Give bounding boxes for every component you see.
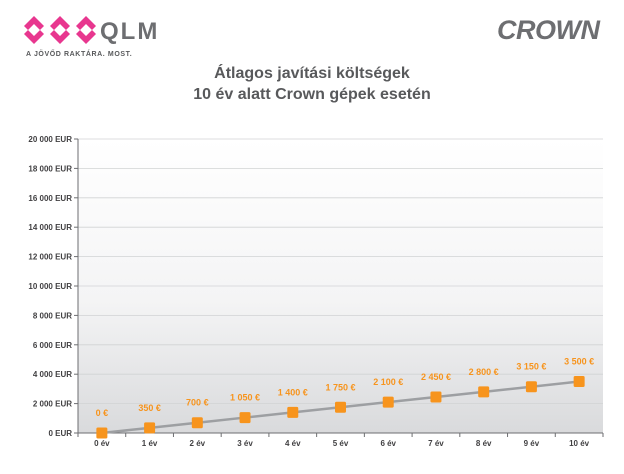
x-tick-label: 2 év xyxy=(190,439,206,448)
chart-title-line1: Átlagos javítási költségek xyxy=(214,65,410,82)
data-label: 2 450 € xyxy=(421,372,451,382)
x-tick-label: 3 év xyxy=(237,439,253,448)
x-tick-label: 10 év xyxy=(569,439,590,448)
y-tick-label: 20 000 EUR xyxy=(28,135,72,144)
data-point xyxy=(382,396,394,408)
data-point xyxy=(191,417,203,429)
x-tick-label: 7 év xyxy=(428,439,444,448)
crown-logo: CROWN xyxy=(497,15,600,45)
data-label: 2 100 € xyxy=(373,377,403,387)
y-tick-label: 12 000 EUR xyxy=(28,253,72,262)
y-tick-label: 14 000 EUR xyxy=(28,223,72,232)
data-label: 3 150 € xyxy=(516,362,546,372)
y-tick-label: 18 000 EUR xyxy=(28,164,72,173)
data-point xyxy=(144,422,156,434)
data-label: 0 € xyxy=(96,408,109,418)
chart-title: Átlagos javítási költségek 10 év alatt C… xyxy=(0,63,624,105)
data-point xyxy=(239,412,251,424)
qlm-tagline: A JÖVŐD RAKTÁRA. MOST. xyxy=(26,51,133,58)
y-tick-label: 10 000 EUR xyxy=(28,282,72,291)
y-tick-label: 16 000 EUR xyxy=(28,194,72,203)
qlm-logo-icon xyxy=(24,16,96,44)
y-tick-label: 4 000 EUR xyxy=(33,370,72,379)
y-tick-label: 2 000 EUR xyxy=(33,400,72,409)
data-label: 1 050 € xyxy=(230,393,260,403)
data-label: 700 € xyxy=(186,398,209,408)
x-tick-label: 8 év xyxy=(476,439,492,448)
y-tick-label: 8 000 EUR xyxy=(33,311,72,320)
x-tick-label: 1 év xyxy=(142,439,158,448)
data-point xyxy=(335,401,346,413)
x-tick-label: 6 év xyxy=(380,439,396,448)
qlm-logo-text: QLM xyxy=(100,18,160,45)
x-tick-label: 5 év xyxy=(333,439,349,448)
data-point xyxy=(525,381,537,393)
data-label: 1 750 € xyxy=(325,382,355,392)
data-label: 3 500 € xyxy=(564,357,594,367)
data-label: 1 400 € xyxy=(278,387,308,397)
data-point xyxy=(287,406,299,418)
data-point xyxy=(96,427,108,439)
chart-title-line2: 10 év alatt Crown gépek esetén xyxy=(193,86,431,103)
y-tick-label: 0 EUR xyxy=(48,429,72,438)
y-tick-label: 6 000 EUR xyxy=(33,341,72,350)
data-label: 350 € xyxy=(138,403,161,413)
x-tick-label: 0 év xyxy=(94,439,110,448)
data-label: 2 800 € xyxy=(469,367,499,377)
data-point xyxy=(478,386,490,398)
qlm-logo: QLM A JÖVŐD RAKTÁRA. MOST. xyxy=(24,14,184,62)
x-tick-label: 4 év xyxy=(285,439,301,448)
x-tick-label: 9 év xyxy=(524,439,540,448)
data-point xyxy=(573,376,585,388)
data-point xyxy=(430,391,442,403)
